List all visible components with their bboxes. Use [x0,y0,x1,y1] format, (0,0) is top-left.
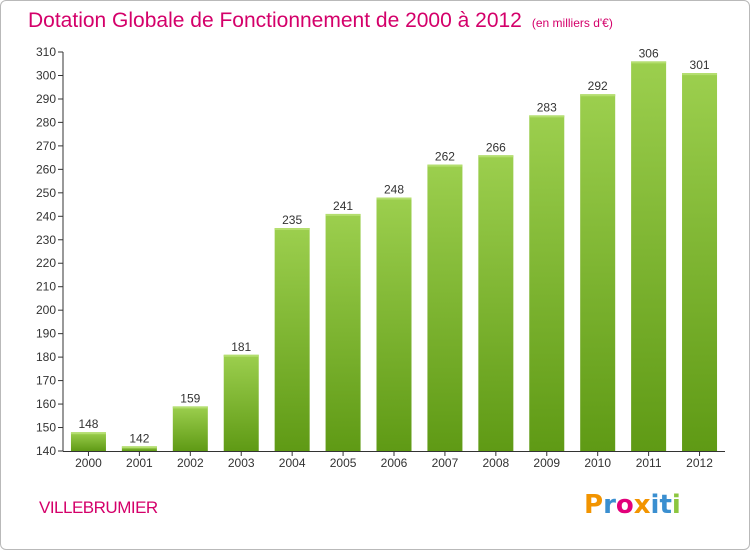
data-label: 301 [690,58,710,72]
bar-highlight [121,446,157,449]
data-label: 262 [435,150,455,164]
proxiti-logo: Proxiti [584,490,681,520]
chart-subtitle: (en milliers d'€) [531,16,613,30]
x-tick-label: 2005 [330,456,357,470]
y-tick-label: 150 [36,421,56,435]
bar-highlight [580,94,616,97]
chart-title: Dotation Globale de Fonctionnement de 20… [28,9,613,33]
x-tick-label: 2004 [279,456,306,470]
y-tick-label: 280 [36,115,56,129]
y-tick-label: 300 [36,68,56,82]
x-tick-label: 2000 [75,456,102,470]
chart-bars [70,61,718,452]
x-tick-label: 2009 [533,456,560,470]
bar [223,354,259,451]
y-tick-label: 230 [36,233,56,247]
y-tick-label: 190 [36,327,56,341]
y-tick-label: 310 [36,45,56,59]
y-tick-label: 140 [36,444,56,458]
x-tick-label: 2003 [228,456,255,470]
y-tick-label: 260 [36,162,56,176]
logo-letter: P [584,490,604,520]
logo-letter: x [633,490,651,520]
data-label: 159 [180,391,200,405]
data-label: 148 [78,417,98,431]
bar [325,213,361,451]
y-tick-label: 200 [36,303,56,317]
y-tick-label: 250 [36,186,56,200]
chart-title-text: Dotation Globale de Fonctionnement de 20… [28,9,522,32]
bar-highlight [325,213,361,216]
x-tick-label: 2008 [482,456,509,470]
bar [478,155,514,452]
x-tick-label: 2006 [381,456,408,470]
data-label: 142 [129,431,149,445]
logo-letter: r [603,490,616,520]
bar [682,73,718,451]
data-label: 292 [588,79,608,93]
data-label: 306 [639,46,659,60]
bar-highlight [274,228,310,231]
logo-letter: t [659,490,672,520]
y-tick-label: 290 [36,92,56,106]
bar-highlight [427,164,463,167]
x-tick-label: 2010 [584,456,611,470]
data-label: 283 [537,100,557,114]
x-tick-label: 2001 [126,456,153,470]
bar [70,432,106,451]
bar-highlight [682,73,718,76]
x-tick-label: 2007 [432,456,459,470]
logo-letter: i [650,490,660,520]
chart-data-labels: 148 142 159 181 235 241 248 262 266 283 292 306 301 [78,46,709,445]
data-label: 266 [486,140,506,154]
chart-axes: 140 150 160 170 180 190 200 210 220 230 240 250 260 2… [36,45,725,470]
y-tick-label: 210 [36,280,56,294]
y-tick-label: 270 [36,139,56,153]
y-tick-label: 160 [36,397,56,411]
bar-highlight [478,155,514,158]
bar-highlight [631,61,667,64]
bar [427,164,463,452]
data-label: 235 [282,213,302,227]
x-tick-label: 2012 [686,456,713,470]
data-label: 181 [231,340,251,354]
x-tick-label: 2002 [177,456,204,470]
x-tick-label: 2011 [636,456,662,470]
bar [376,197,412,451]
bar [529,115,565,451]
y-tick-label: 170 [36,374,56,388]
data-label: 241 [333,199,353,213]
commune-name: VILLEBRUMIER [39,498,158,517]
bar [274,228,310,451]
logo-letter: i [671,490,681,520]
y-tick-label: 180 [36,350,56,364]
bar-highlight [223,354,259,357]
bar-highlight [172,406,208,409]
bar [172,406,208,451]
bar-highlight [529,115,565,118]
bar [631,61,667,451]
bar-highlight [70,432,106,435]
bar [121,446,157,451]
data-label: 248 [384,183,404,197]
bar-highlight [376,197,412,200]
y-tick-label: 240 [36,209,56,223]
logo-letter: o [615,490,634,520]
y-tick-label: 220 [36,256,56,270]
bar [580,94,616,451]
